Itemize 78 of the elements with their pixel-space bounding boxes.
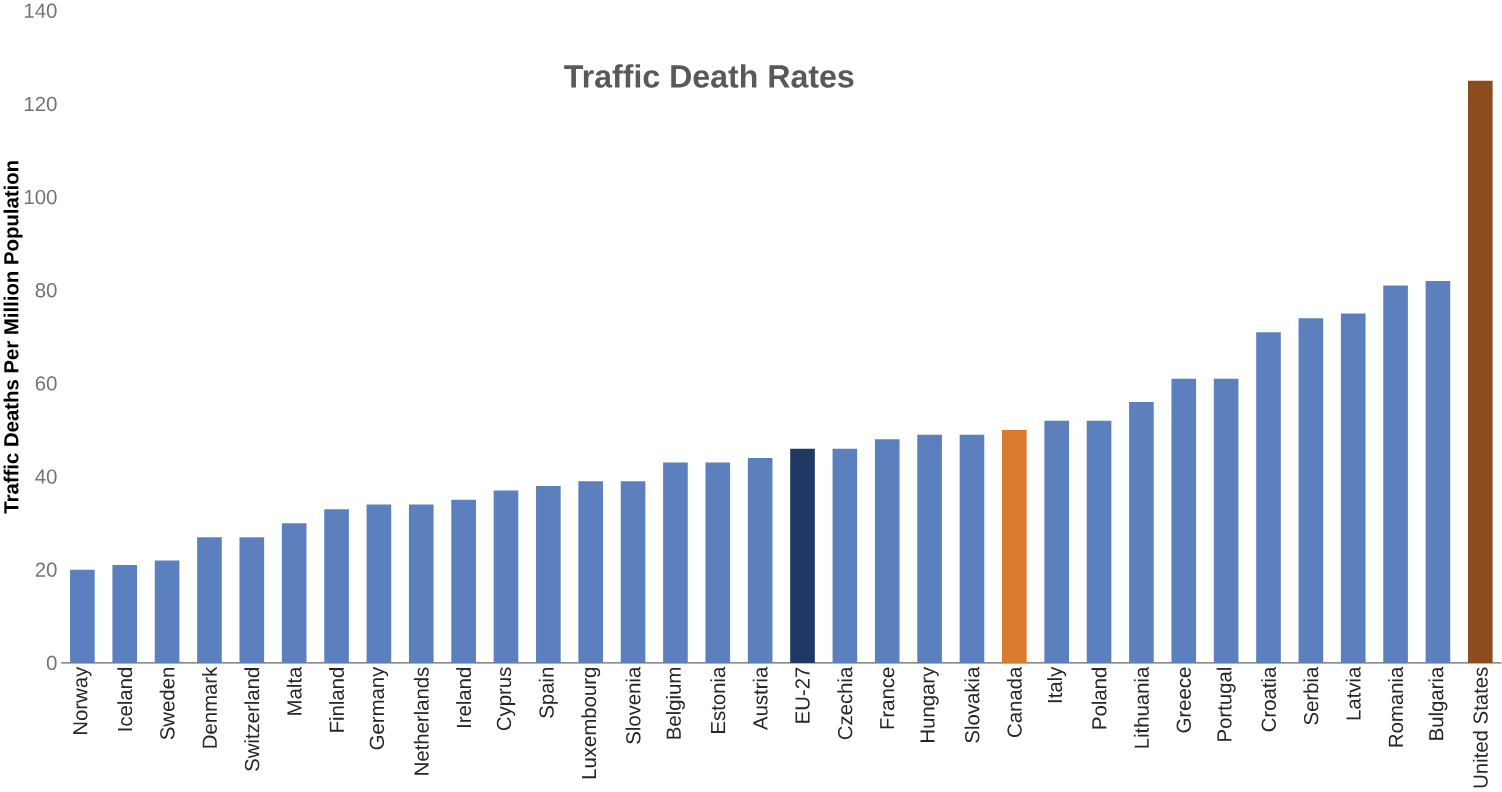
bar	[1383, 285, 1408, 663]
bar	[747, 457, 773, 663]
y-tick-label: 100	[25, 189, 57, 205]
bar	[959, 434, 985, 663]
bar	[917, 434, 942, 663]
bar	[1467, 80, 1493, 663]
bar	[705, 462, 731, 663]
bar	[536, 485, 561, 663]
y-tick-label: 60	[35, 376, 57, 391]
x-tick-label: Poland	[1091, 667, 1107, 729]
x-tick-label: Serbia	[1303, 666, 1319, 725]
bar	[366, 504, 392, 663]
x-tick-label: Portugal	[1216, 667, 1236, 741]
x-tick-label: France	[880, 667, 895, 729]
x-tick-label: EU-27	[795, 667, 810, 723]
y-tick-label: 120	[25, 96, 57, 111]
x-tick-label: Greece	[1176, 667, 1191, 733]
bar	[1340, 313, 1366, 663]
bar	[620, 481, 646, 663]
x-tick-label: Bulgaria	[1428, 666, 1448, 740]
x-tick-label: Iceland	[117, 667, 133, 731]
bar	[197, 536, 222, 663]
x-tick-label: Romania	[1388, 666, 1404, 747]
x-tick-label: United States	[1472, 667, 1488, 788]
bar	[1002, 429, 1027, 663]
x-tick-label: Spain	[538, 667, 558, 718]
bar	[324, 508, 349, 663]
x-tick-label: Denmark	[201, 666, 217, 748]
x-tick-label: Sweden	[159, 667, 175, 740]
bar	[70, 569, 95, 663]
x-tick-label: Cyprus	[496, 667, 516, 730]
bar	[451, 499, 476, 663]
bar	[493, 490, 519, 663]
bar	[239, 536, 265, 663]
bar	[832, 448, 858, 663]
bar	[790, 448, 815, 663]
x-tick-label: Switzerland	[244, 667, 260, 771]
bar	[1086, 420, 1112, 663]
x-tick-label: Czechia	[837, 666, 853, 739]
x-tick-label: Luxembourg	[581, 667, 601, 778]
bar	[154, 560, 180, 663]
bar	[1256, 331, 1281, 663]
bar	[112, 564, 138, 663]
y-tick-label: 80	[35, 282, 57, 298]
bar	[874, 439, 900, 663]
x-tick-label: Estonia	[710, 666, 726, 733]
x-tick-label: Norway	[73, 666, 92, 734]
y-tick-label: 0	[46, 655, 57, 670]
bar	[578, 481, 604, 663]
y-tick-label: 20	[35, 562, 57, 577]
x-tick-label: Malta	[286, 666, 302, 715]
x-tick-label: Croatia	[1261, 666, 1276, 732]
bar	[663, 462, 688, 663]
x-tick-label: Latvia	[1345, 666, 1361, 720]
y-tick-label: 40	[35, 469, 57, 484]
x-tick-label: Finland	[329, 667, 345, 732]
bar	[1129, 401, 1154, 663]
x-tick-label: Hungary	[920, 666, 939, 742]
y-axis-title: Traffic Deaths Per Million Population	[3, 160, 23, 514]
x-tick-label: Italy	[1047, 666, 1067, 702]
bar	[1171, 378, 1197, 663]
x-tick-label: Canada	[1006, 666, 1022, 737]
bar	[1425, 280, 1451, 663]
y-tick-label: 140	[25, 3, 57, 18]
x-tick-label: Belgium	[665, 667, 685, 739]
x-tick-label: Ireland	[456, 667, 472, 727]
x-tick-label: Austria	[752, 666, 768, 730]
bar	[408, 504, 434, 663]
x-tick-label: Lithuania	[1133, 666, 1149, 748]
bar	[1044, 420, 1069, 663]
x-tick-label: Netherlands	[413, 667, 429, 775]
text: Traffic Death Rates	[564, 63, 854, 88]
bar	[1213, 378, 1239, 663]
bar	[1298, 318, 1324, 663]
x-tick-label: Germany	[369, 666, 389, 750]
x-tick-label: Slovakia	[964, 666, 980, 743]
bar	[281, 522, 307, 663]
x-tick-label: Slovenia	[625, 666, 641, 744]
